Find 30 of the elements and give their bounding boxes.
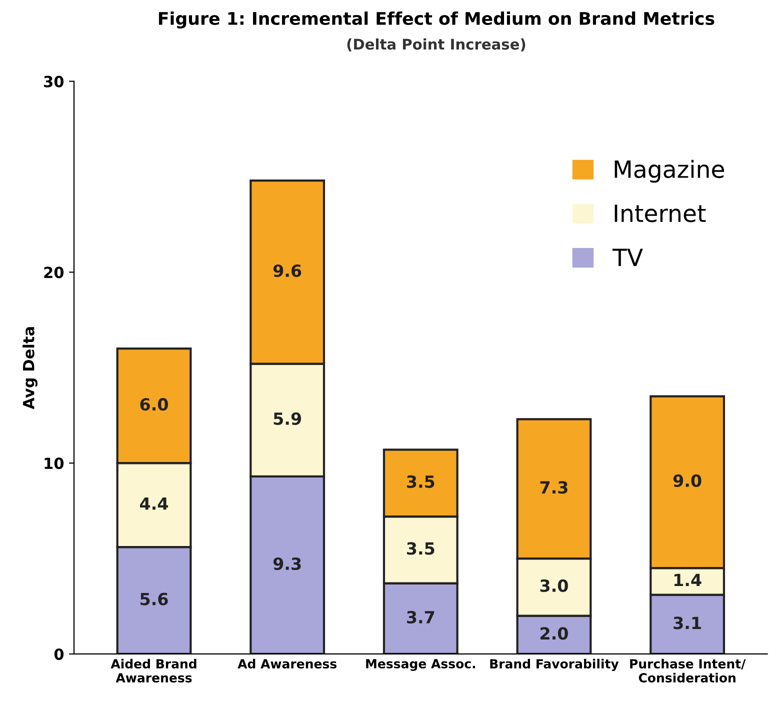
data-label: 5.9 (274, 412, 302, 425)
y-tick-label: 10 (44, 458, 64, 470)
x-tick-label: Brand Favorability (490, 658, 619, 672)
y-tick-label: 0 (54, 648, 64, 660)
y-tick-label: 30 (44, 76, 64, 88)
chart-subtitle: (Delta Point Increase) (347, 38, 526, 52)
data-label: 3.7 (407, 610, 434, 624)
x-tick-label: Message Assoc. (366, 659, 476, 671)
legend-label: Magazine (614, 160, 724, 183)
y-axis-title: Avg Delta (22, 327, 38, 410)
data-label: 6.0 (140, 398, 168, 411)
data-label: 3.1 (674, 616, 701, 630)
data-label: 3.5 (407, 475, 434, 488)
x-tick-label: Ad Awareness (238, 658, 337, 669)
chart-title: Figure 1: Incremental Effect of Medium on Brand Metrics (158, 12, 714, 28)
data-label: 5.6 (140, 592, 168, 606)
data-label: 1.4 (674, 574, 702, 586)
x-tick-label: Purchase Intent/ Consideration (630, 658, 746, 683)
data-label: 3.5 (407, 542, 434, 555)
data-label: 9.6 (273, 264, 302, 278)
data-label: 9.0 (673, 474, 702, 488)
legend-label: TV (612, 248, 643, 266)
data-label: 4.4 (140, 498, 168, 510)
x-tick-label: Aided Brand Awareness (110, 658, 196, 683)
data-label: 2.0 (540, 627, 568, 640)
data-label: 7.3 (540, 481, 568, 494)
y-tick-label: 20 (44, 266, 64, 278)
data-label: 3.0 (540, 579, 568, 592)
data-label: 9.3 (273, 557, 301, 570)
legend-label: Internet (614, 204, 706, 222)
